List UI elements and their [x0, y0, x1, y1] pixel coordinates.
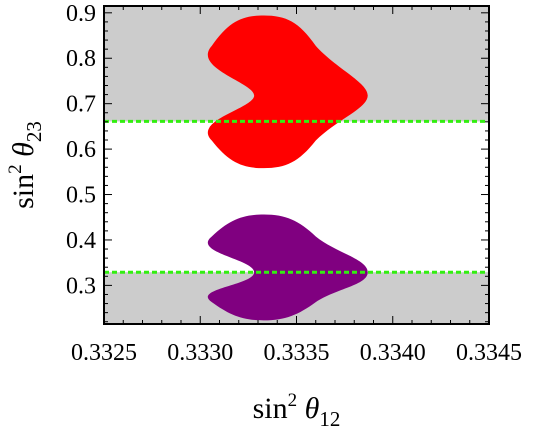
y-tick-label: 0.6	[66, 137, 96, 163]
region-1	[207, 214, 368, 321]
x-tick-label: 0.3330	[167, 340, 233, 366]
x-tick-label: 0.3325	[71, 340, 137, 366]
x-axis-ticks: 0.3325 0.3330 0.3335 0.3340 0.3345	[71, 6, 522, 366]
y-axis-title: sin2 θ23	[5, 121, 46, 209]
allowed-regions	[207, 15, 368, 321]
x-tick-label: 0.3340	[360, 340, 426, 366]
y-tick-label: 0.7	[66, 92, 96, 118]
x-tick-label: 0.3345	[456, 340, 522, 366]
y-axis-ticks: 0.3 0.4 0.5 0.6 0.7 0.8 0.9	[66, 1, 489, 323]
y-tick-label: 0.3	[66, 273, 96, 299]
y-tick-label: 0.9	[66, 1, 96, 27]
reference-lines	[104, 119, 489, 274]
x-axis-title: sin2 θ12	[253, 390, 341, 428]
y-tick-label: 0.4	[66, 228, 96, 254]
y-tick-label: 0.5	[66, 183, 96, 209]
x-tick-label: 0.3335	[264, 340, 330, 366]
y-tick-label: 0.8	[66, 46, 96, 72]
region-0	[207, 15, 368, 169]
